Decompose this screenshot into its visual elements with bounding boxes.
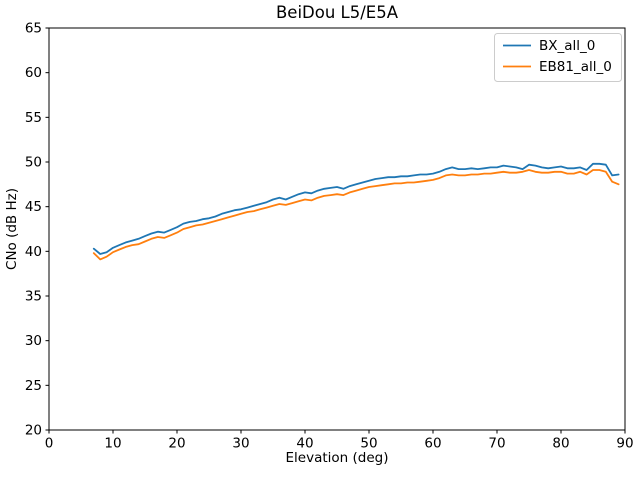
x-tick-label: 90: [616, 436, 633, 452]
y-tick-label: 45: [25, 199, 42, 215]
series-line-EB81_all_0: [92, 169, 620, 261]
y-tick-label: 50: [25, 155, 42, 171]
chart-title: BeiDou L5/E5A: [276, 3, 399, 22]
y-tick-label: 25: [25, 378, 42, 394]
legend-label-bx: BX_all_0: [539, 38, 595, 54]
series-line-BX_all_0: [92, 162, 620, 255]
x-tick-label: 80: [552, 436, 569, 452]
y-tick-label: 20: [25, 423, 42, 439]
series-lines: [92, 162, 620, 261]
y-axis-label: CNo (dB Hz): [4, 188, 20, 270]
y-axis-ticks: 20 25 30 35 40 45 50 55 60 65: [25, 21, 49, 439]
x-tick-label: 30: [232, 436, 249, 452]
y-tick-label: 55: [25, 110, 42, 126]
x-tick-label: 60: [424, 436, 441, 452]
x-axis-ticks: 0 10 20 30 40 50 60 70 80 90: [45, 430, 634, 452]
axes-spines: [48, 27, 626, 431]
y-tick-label: 65: [25, 21, 42, 37]
x-tick-label: 0: [45, 436, 54, 452]
x-tick-label: 50: [360, 436, 377, 452]
y-tick-label: 60: [25, 65, 42, 81]
y-tick-label: 35: [25, 289, 42, 305]
x-tick-label: 10: [104, 436, 121, 452]
x-tick-label: 70: [488, 436, 505, 452]
y-tick-label: 30: [25, 333, 42, 349]
x-axis-label: Elevation (deg): [286, 450, 389, 466]
legend: BX_all_0 EB81_all_0: [494, 33, 622, 82]
legend-label-eb81: EB81_all_0: [539, 59, 612, 75]
x-tick-label: 40: [296, 436, 313, 452]
y-tick-label: 40: [25, 244, 42, 260]
x-tick-label: 20: [168, 436, 185, 452]
